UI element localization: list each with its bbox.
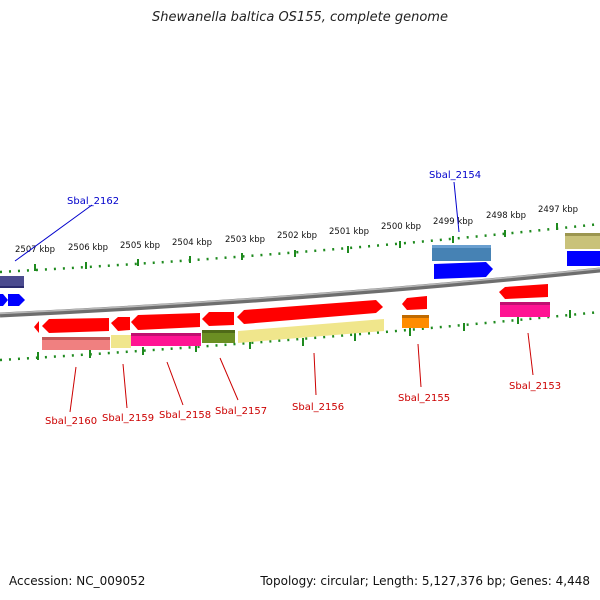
cds-arrow-red [237, 300, 383, 324]
gene-label-bottom: Sbal_2160 [45, 416, 97, 427]
lower-strand-features [34, 284, 550, 350]
gene-label-top: Sbal_2162 [67, 196, 119, 207]
label-leader-line [313, 352, 317, 396]
gene-block-khaki [238, 319, 384, 343]
map-title: Shewanella baltica OS155, complete genom… [152, 10, 448, 25]
ruler-label: 2499 kbp [433, 217, 473, 227]
gene-block-blue [567, 251, 600, 266]
ruler-label: 2506 kbp [68, 243, 108, 253]
ruler-label: 2500 kbp [381, 222, 421, 232]
label-leader-line [417, 343, 422, 388]
bottom-labels: Sbal_2160 Sbal_2159 Sbal_2158 Sbal_2157 … [45, 332, 561, 427]
label-leader-line [453, 181, 460, 233]
gene-block-khaki [565, 233, 600, 249]
label-leader-line [122, 363, 128, 409]
ruler-label: 2497 kbp [538, 205, 578, 215]
gene-label-bottom: Sbal_2159 [102, 413, 154, 424]
gene-label-bottom: Sbal_2157 [215, 406, 267, 417]
cds-arrow-red [111, 317, 130, 331]
gene-block-steelblue [432, 245, 491, 261]
ruler-label: 2502 kbp [277, 231, 317, 241]
label-leader-line [166, 361, 184, 406]
gene-block-salmon [42, 337, 110, 350]
ruler-label: 2507 kbp [15, 245, 55, 255]
gene-arrow-blue [8, 294, 25, 306]
genome-backbone [0, 267, 600, 318]
gene-arrow-blue [434, 262, 493, 279]
gene-block-magenta [500, 302, 550, 317]
gene-block-navy [0, 276, 24, 288]
cds-arrow-red [34, 321, 39, 333]
cds-arrow-red [42, 318, 109, 333]
ruler-label: 2505 kbp [120, 241, 160, 251]
gene-label-bottom: Sbal_2155 [398, 393, 450, 404]
accession-text: Accession: NC_009052 [9, 574, 146, 588]
upper-scale-major-ticks [34, 223, 558, 271]
ruler-label: 2503 kbp [225, 235, 265, 245]
gene-arrow-blue [0, 294, 8, 306]
gene-block-olive [202, 330, 235, 343]
cds-arrow-red [131, 313, 200, 330]
ruler-label: 2504 kbp [172, 238, 212, 248]
gene-label-bottom: Sbal_2158 [159, 410, 211, 421]
cds-arrow-red [499, 284, 548, 299]
ruler-label: 2501 kbp [329, 227, 369, 237]
label-leader-line [527, 332, 534, 376]
label-leader-line [14, 204, 93, 262]
upper-strand-features [0, 233, 600, 306]
gene-label-bottom: Sbal_2153 [509, 381, 561, 392]
top-labels: Sbal_2162 Sbal_2154 [14, 170, 481, 262]
gene-block-orange [402, 315, 429, 328]
gene-block-magenta [131, 333, 201, 346]
gene-label-top: Sbal_2154 [429, 170, 481, 181]
cds-arrow-red [402, 296, 427, 310]
lower-scale-major-ticks [37, 310, 571, 360]
ruler-labels: 2507 kbp 2506 kbp 2505 kbp 2504 kbp 2503… [15, 205, 578, 255]
label-leader-line [69, 366, 77, 413]
label-leader-line [219, 357, 239, 401]
ruler-label: 2498 kbp [486, 211, 526, 221]
topology-text: Topology: circular; Length: 5,127,376 bp… [260, 574, 590, 588]
gene-block-khaki [111, 335, 131, 348]
gene-label-bottom: Sbal_2156 [292, 402, 344, 413]
cds-arrow-red [202, 312, 234, 326]
